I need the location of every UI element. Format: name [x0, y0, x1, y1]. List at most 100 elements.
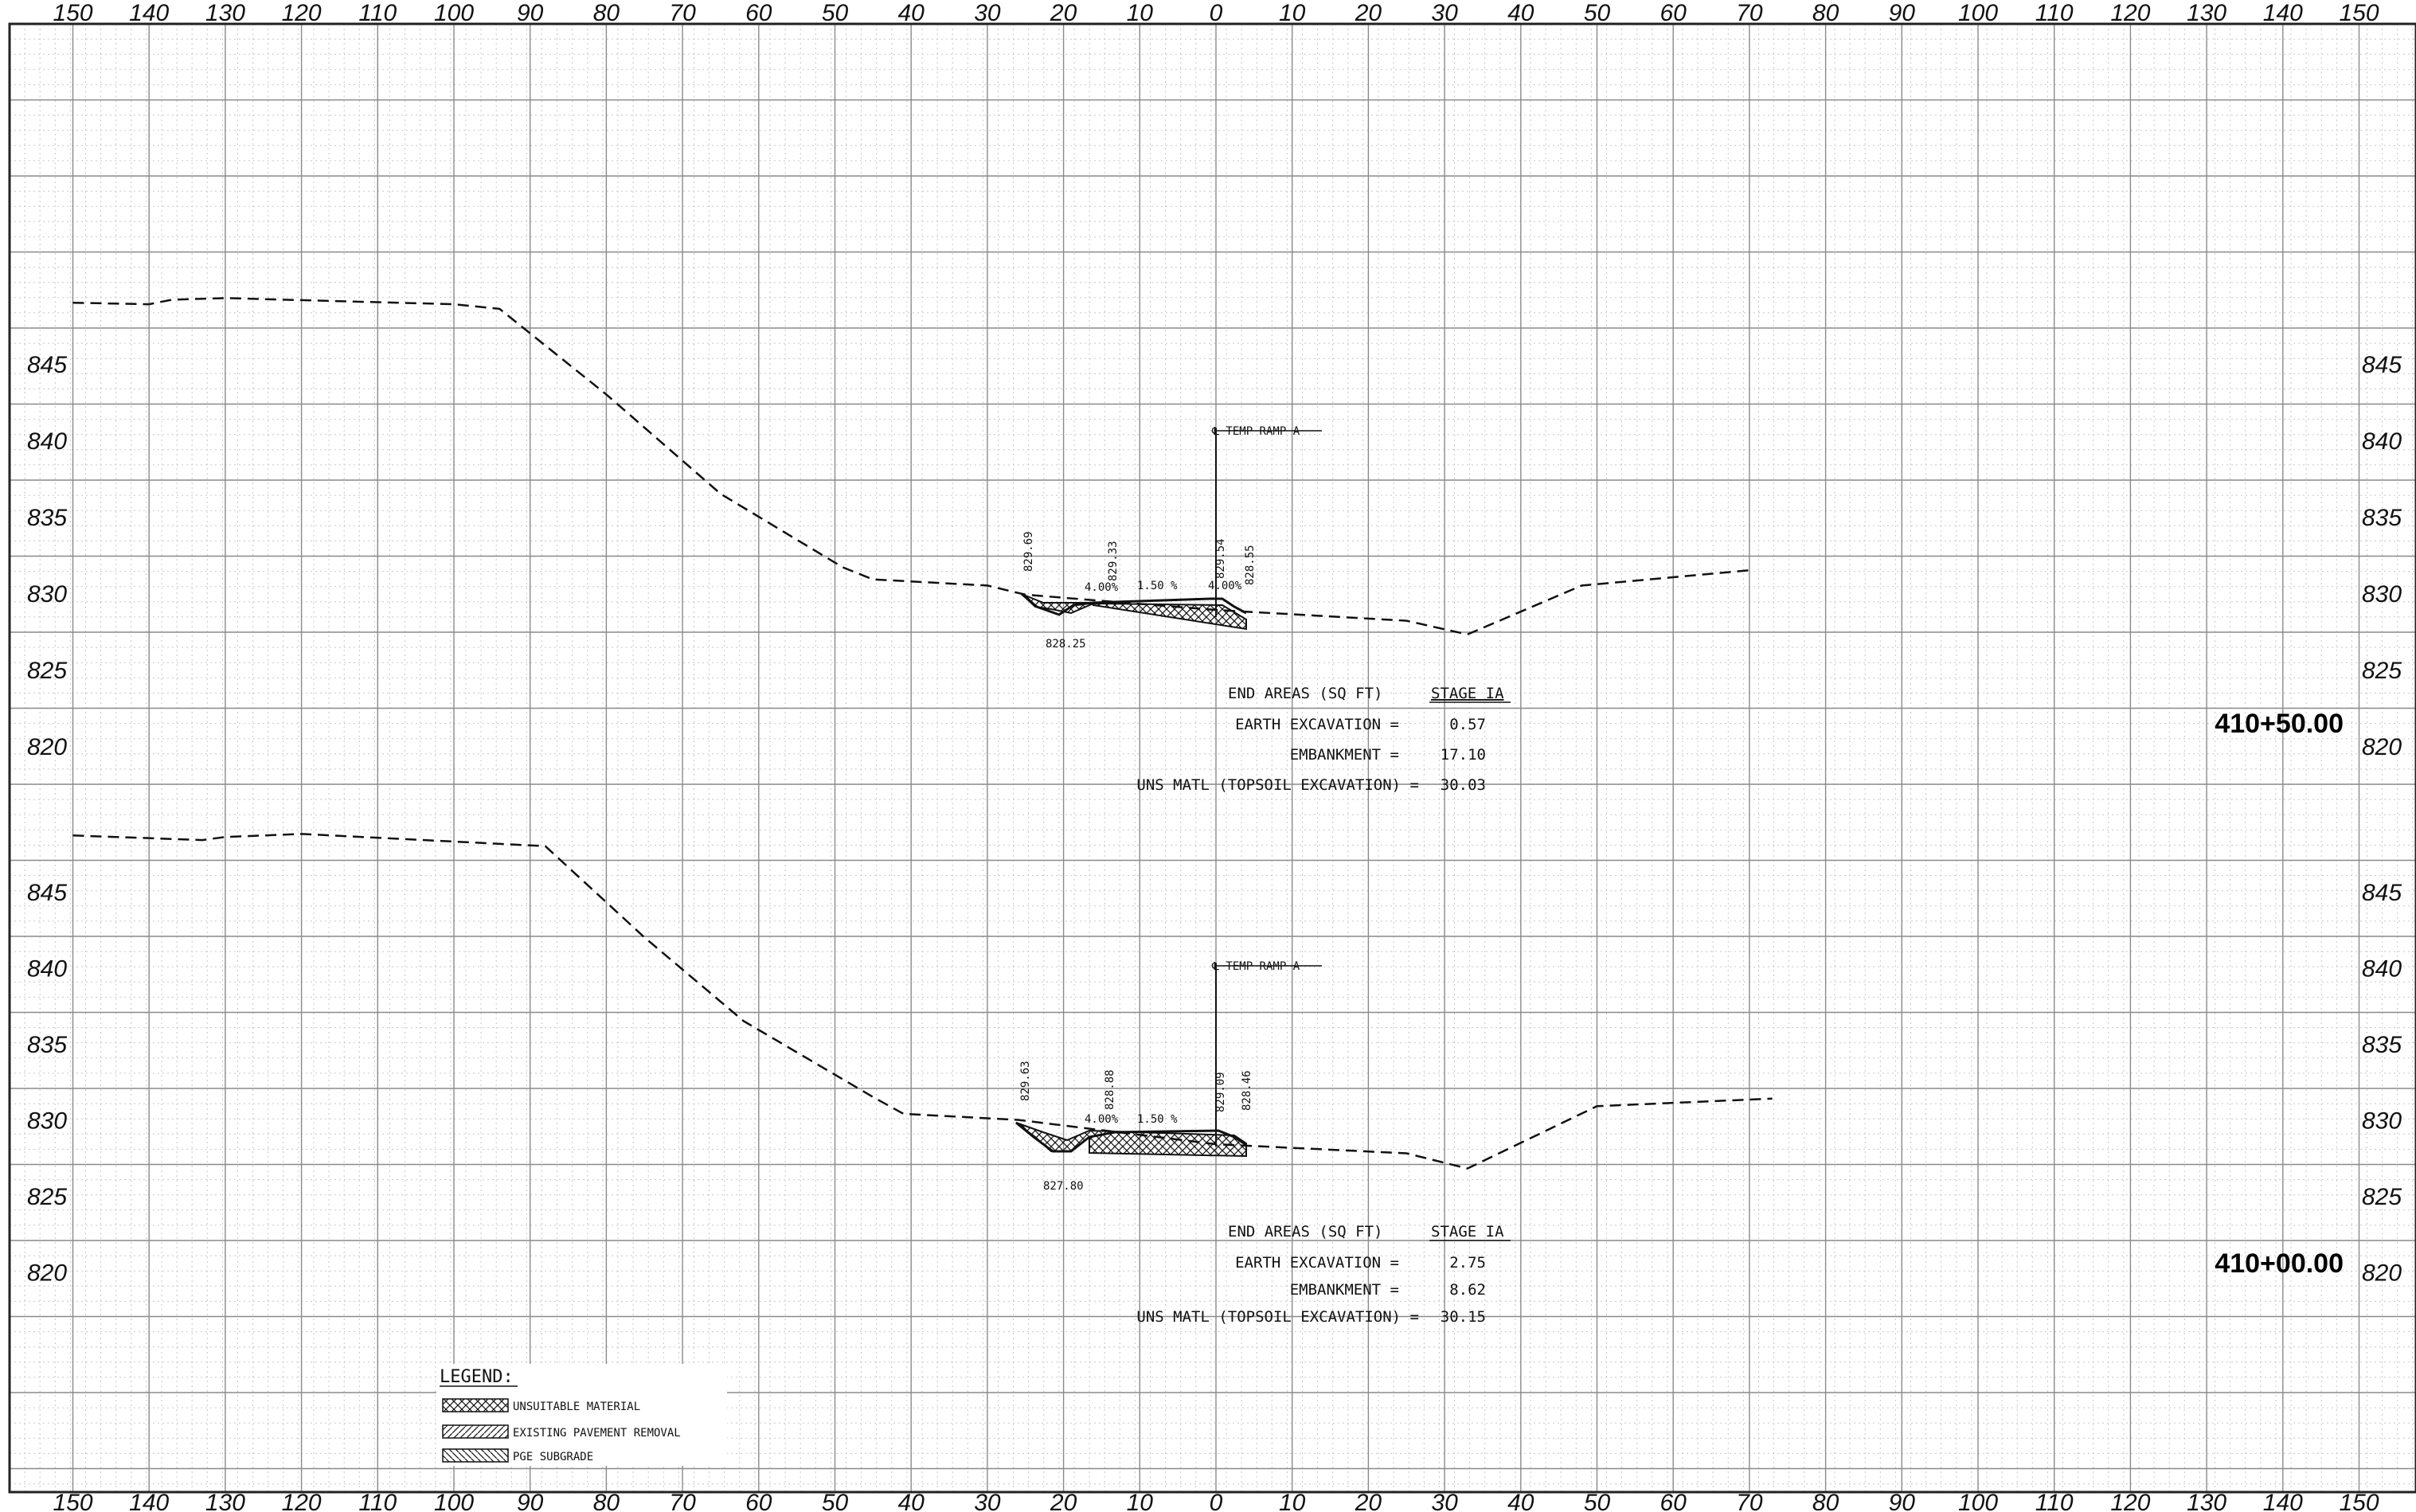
- offset-tick-label: 0: [1210, 1490, 1223, 1512]
- offset-tick-label: 50: [1584, 1490, 1611, 1512]
- offset-tick-label: 10: [1279, 0, 1306, 26]
- elevation-label: 835: [2362, 505, 2402, 531]
- existing-ground-profile: [72, 297, 1750, 636]
- offset-tick-label: 30: [1431, 1490, 1458, 1512]
- elevation-annotation: 827.80: [1043, 1180, 1084, 1193]
- elevation-label: 830: [2362, 581, 2402, 608]
- offset-tick-label: 70: [669, 1490, 696, 1512]
- offset-tick-label: 110: [2035, 0, 2074, 26]
- elevation-label: 835: [27, 1032, 67, 1058]
- elevation-label: 830: [2362, 1108, 2402, 1135]
- offset-scale-bottom: 150 140 130 120 110 100 90 80 70 60 50 40 30 20 10 0 10 2…: [53, 1490, 2379, 1512]
- station-label: 410+50.00: [2215, 709, 2344, 739]
- offset-tick-label: 60: [1660, 1490, 1687, 1512]
- offset-tick-label: 20: [1355, 1490, 1382, 1512]
- offset-tick-label: 90: [1889, 1490, 1916, 1512]
- offset-tick-label: 50: [1584, 0, 1611, 26]
- existing-ground-profile: [72, 833, 1773, 1170]
- offset-tick-label: 100: [1958, 1490, 1998, 1512]
- elevation-annotation: 829.69: [1022, 531, 1035, 572]
- centerline-label: ℄ TEMP RAMP A: [1211, 425, 1300, 438]
- offset-tick-label: 70: [1736, 1490, 1763, 1512]
- offset-tick-label: 90: [1889, 0, 1916, 26]
- offset-tick-label: 120: [282, 1490, 322, 1512]
- offset-tick-label: 20: [1050, 1490, 1077, 1512]
- offset-tick-label: 10: [1127, 1490, 1154, 1512]
- elevation-label: 830: [27, 1108, 67, 1135]
- slope-label: 4.00%: [1208, 580, 1242, 592]
- uns-matl-value: 30.03: [1441, 776, 1486, 794]
- sheet-border: [8, 22, 2416, 1494]
- embankment-label: EMBANKMENT =: [1290, 746, 1399, 764]
- slope-label: 4.00%: [1085, 1113, 1119, 1126]
- earth-excavation-value: 2.75: [1449, 1254, 1486, 1272]
- offset-scale-top: 150 140 130 120 110 100 90 80 70 60 50 40 30 20 10 0 10 2…: [53, 0, 2379, 26]
- offset-tick-label: 120: [2110, 1490, 2150, 1512]
- offset-tick-label: 130: [2187, 1490, 2226, 1512]
- offset-tick-label: 90: [517, 0, 544, 26]
- elevation-label: 825: [27, 1184, 67, 1210]
- offset-tick-label: 40: [1507, 0, 1534, 26]
- elevation-label: 830: [27, 581, 67, 608]
- elevation-label: 820: [27, 734, 67, 760]
- offset-tick-label: 80: [593, 1490, 620, 1512]
- elevation-annotation: 829.09: [1214, 1072, 1227, 1112]
- offset-tick-label: 50: [822, 1490, 849, 1512]
- offset-tick-label: 130: [205, 0, 245, 26]
- centerline-label: ℄ TEMP RAMP A: [1211, 960, 1300, 973]
- elevation-label: 840: [27, 428, 67, 455]
- elevation-label: 845: [2362, 352, 2402, 378]
- offset-tick-label: 60: [745, 0, 772, 26]
- elevation-label: 840: [27, 956, 67, 983]
- legend-title: LEGEND:: [440, 1367, 514, 1387]
- offset-tick-label: 150: [2339, 1490, 2379, 1512]
- legend-swatch-pge-subgrade: [442, 1448, 509, 1463]
- legend-swatch-unsuitable: [442, 1398, 509, 1412]
- elevation-annotation: 829.63: [1019, 1061, 1032, 1101]
- proposed-template: [1015, 1121, 1247, 1153]
- section-410-50: 845 840 835 830 825 820 845 840 835 830 825 820 ℄ …: [27, 297, 2402, 794]
- minor-grid: [9, 23, 2416, 1492]
- elevation-label: 840: [2362, 956, 2402, 983]
- offset-tick-label: 130: [2187, 0, 2226, 26]
- earth-excavation-label: EARTH EXCAVATION =: [1235, 716, 1399, 733]
- offset-tick-label: 30: [974, 0, 1001, 26]
- offset-tick-label: 80: [1812, 0, 1839, 26]
- offset-tick-label: 110: [358, 0, 397, 26]
- offset-tick-label: 70: [1736, 0, 1763, 26]
- end-areas-header: END AREAS (SQ FT): [1228, 1223, 1382, 1240]
- offset-tick-label: 80: [593, 0, 620, 26]
- elevation-label: 820: [27, 1260, 67, 1287]
- legend-swatch-pavement-removal: [442, 1424, 509, 1439]
- elevation-label: 825: [2362, 1184, 2402, 1210]
- elevation-label: 840: [2362, 428, 2402, 455]
- legend-label: UNSUITABLE MATERIAL: [513, 1401, 640, 1413]
- offset-tick-label: 100: [1958, 0, 1998, 26]
- offset-tick-label: 120: [282, 0, 322, 26]
- offset-tick-label: 80: [1812, 1490, 1839, 1512]
- elevation-annotation: 829.54: [1214, 538, 1227, 579]
- uns-matl-value: 30.15: [1441, 1308, 1486, 1326]
- uns-matl-label: UNS MATL (TOPSOIL EXCAVATION) =: [1136, 1308, 1419, 1326]
- elevation-labels-left: 845 840 835 830 825 820: [27, 352, 67, 760]
- offset-tick-label: 10: [1127, 0, 1154, 26]
- slope-label: 1.50 %: [1137, 580, 1178, 592]
- section-410-00: 845 840 835 830 825 820 845 840 835 830 825 820 ℄ …: [27, 833, 2402, 1326]
- offset-tick-label: 140: [129, 1490, 169, 1512]
- embankment-label: EMBANKMENT =: [1290, 1281, 1399, 1299]
- elevation-label: 845: [27, 352, 67, 378]
- end-areas-stage: STAGE IA: [1431, 1223, 1504, 1240]
- offset-tick-label: 130: [205, 1490, 245, 1512]
- earth-excavation-value: 0.57: [1449, 716, 1486, 733]
- offset-tick-label: 140: [129, 0, 169, 26]
- earth-excavation-label: EARTH EXCAVATION =: [1235, 1254, 1399, 1272]
- elevation-label: 820: [2362, 1260, 2402, 1287]
- offset-tick-label: 20: [1050, 0, 1077, 26]
- proposed-template: [1021, 592, 1247, 616]
- elevation-labels-right: 845 840 835 830 825 820: [2362, 352, 2402, 760]
- offset-tick-label: 70: [669, 0, 696, 26]
- legend-label: EXISTING PAVEMENT REMOVAL: [513, 1427, 681, 1440]
- uns-matl-label: UNS MATL (TOPSOIL EXCAVATION) =: [1136, 776, 1419, 794]
- offset-tick-label: 90: [517, 1490, 544, 1512]
